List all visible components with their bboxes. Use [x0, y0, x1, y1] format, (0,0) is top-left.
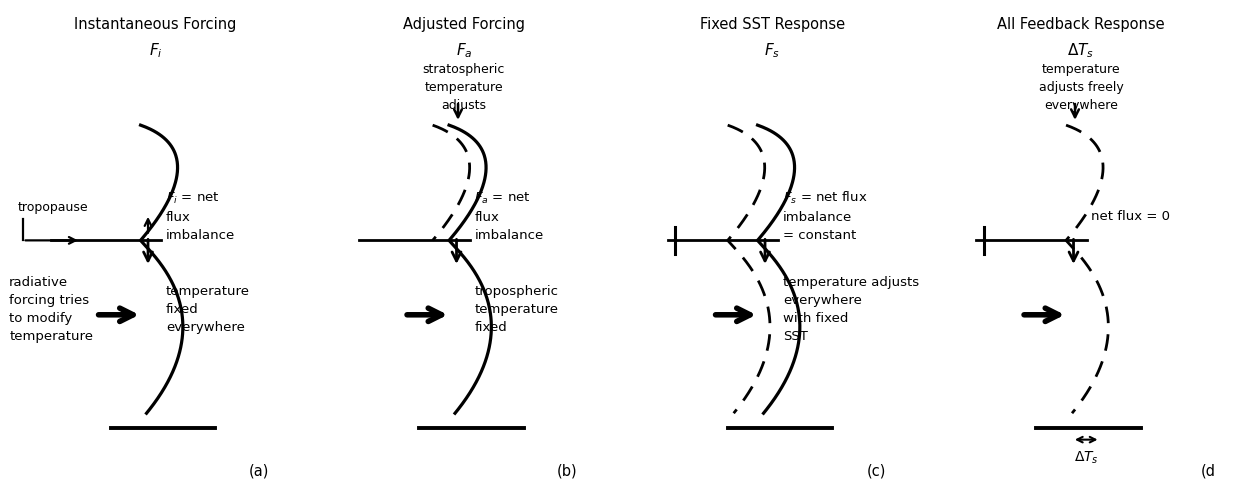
- Text: Adjusted Forcing: Adjusted Forcing: [404, 17, 524, 32]
- Text: Instantaneous Forcing: Instantaneous Forcing: [74, 17, 237, 32]
- Text: (a): (a): [248, 463, 269, 478]
- Text: radiative
forcing tries
to modify
temperature: radiative forcing tries to modify temper…: [9, 277, 93, 344]
- Text: $\Delta T_s$: $\Delta T_s$: [1067, 41, 1095, 60]
- Text: (b): (b): [557, 463, 578, 478]
- Text: tropospheric
temperature
fixed: tropospheric temperature fixed: [474, 286, 559, 335]
- Text: temperature
adjusts freely
everywhere: temperature adjusts freely everywhere: [1039, 63, 1123, 112]
- Text: $\Delta T_s$: $\Delta T_s$: [1074, 449, 1098, 466]
- Text: $F_i$: $F_i$: [148, 41, 163, 60]
- Text: temperature adjusts
everywhere
with fixed
SST: temperature adjusts everywhere with fixe…: [782, 277, 919, 344]
- Text: $F_a$ = net
flux
imbalance: $F_a$ = net flux imbalance: [474, 191, 544, 242]
- Text: (d: (d: [1201, 463, 1215, 478]
- Text: tropopause: tropopause: [19, 201, 89, 214]
- Text: $F_s$ = net flux
imbalance
= constant: $F_s$ = net flux imbalance = constant: [782, 190, 868, 243]
- Text: temperature
fixed
everywhere: temperature fixed everywhere: [165, 286, 251, 335]
- Text: All Feedback Response: All Feedback Response: [997, 17, 1165, 32]
- Text: $F_i$ = net
flux
imbalance: $F_i$ = net flux imbalance: [165, 191, 236, 242]
- Text: Fixed SST Response: Fixed SST Response: [700, 17, 845, 32]
- Text: $F_s$: $F_s$: [764, 41, 781, 60]
- Text: $F_a$: $F_a$: [455, 41, 473, 60]
- Text: net flux = 0: net flux = 0: [1091, 210, 1170, 223]
- Text: (c): (c): [866, 463, 886, 478]
- Text: stratospheric
temperature
adjusts: stratospheric temperature adjusts: [423, 63, 505, 112]
